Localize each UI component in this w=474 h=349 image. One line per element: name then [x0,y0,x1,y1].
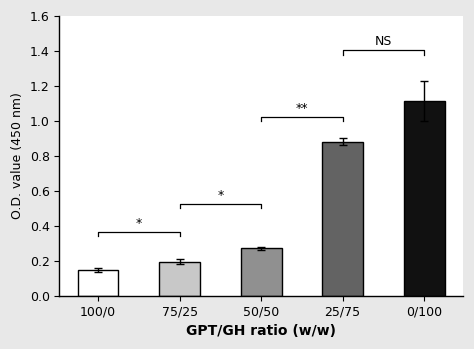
Bar [78,270,118,296]
Text: NS: NS [375,36,392,49]
Text: *: * [217,189,224,202]
Y-axis label: O.D. value (450 nm): O.D. value (450 nm) [11,92,24,219]
Bar [404,101,445,296]
Bar [322,142,363,296]
X-axis label: GPT/GH ratio (w/w): GPT/GH ratio (w/w) [186,324,336,338]
Text: *: * [136,217,142,230]
Text: **: ** [296,102,308,115]
Bar [159,261,200,296]
Bar [241,248,282,296]
